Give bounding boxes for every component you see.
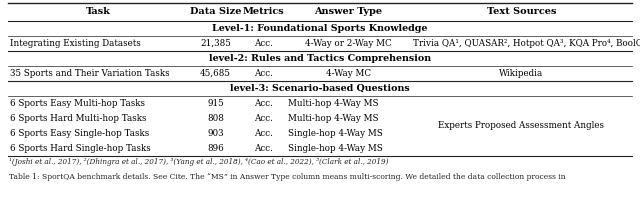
- Text: Experts Proposed Assessment Angles: Experts Proposed Assessment Angles: [438, 121, 604, 131]
- Text: 896: 896: [207, 144, 224, 153]
- Text: 21,385: 21,385: [200, 39, 231, 48]
- Text: Text Sources: Text Sources: [486, 8, 556, 17]
- Text: level-3: Scenario-based Questions: level-3: Scenario-based Questions: [230, 84, 410, 93]
- Text: Integrating Existing Datasets: Integrating Existing Datasets: [10, 39, 141, 48]
- Text: Task: Task: [86, 8, 111, 17]
- Text: level-2: Rules and Tactics Comprehension: level-2: Rules and Tactics Comprehension: [209, 54, 431, 63]
- Text: Acc.: Acc.: [254, 144, 273, 153]
- Text: Single-hop 4-Way MS: Single-hop 4-Way MS: [288, 129, 383, 138]
- Text: Acc.: Acc.: [254, 99, 273, 108]
- Text: 915: 915: [207, 99, 224, 108]
- Text: Acc.: Acc.: [254, 39, 273, 48]
- Text: Multi-hop 4-Way MS: Multi-hop 4-Way MS: [288, 114, 379, 123]
- Text: Metrics: Metrics: [243, 8, 285, 17]
- Text: Acc.: Acc.: [254, 114, 273, 123]
- Text: 4-Way or 2-Way MC: 4-Way or 2-Way MC: [305, 39, 392, 48]
- Text: 4-Way MC: 4-Way MC: [326, 69, 371, 78]
- Text: ¹(Joshi et al., 2017), ²(Dhingra et al., 2017), ³(Yang et al., 2018), ⁴(Cao et a: ¹(Joshi et al., 2017), ²(Dhingra et al.,…: [9, 158, 388, 166]
- Text: Single-hop 4-Way MS: Single-hop 4-Way MS: [288, 144, 383, 153]
- Text: 903: 903: [207, 129, 224, 138]
- Text: Acc.: Acc.: [254, 129, 273, 138]
- Text: Answer Type: Answer Type: [314, 8, 382, 17]
- Text: 35 Sports and Their Variation Tasks: 35 Sports and Their Variation Tasks: [10, 69, 170, 78]
- Text: 45,685: 45,685: [200, 69, 231, 78]
- Text: 6 Sports Hard Multi-hop Tasks: 6 Sports Hard Multi-hop Tasks: [10, 114, 147, 123]
- Text: Acc.: Acc.: [254, 69, 273, 78]
- Text: Data Size: Data Size: [189, 8, 241, 17]
- Text: 6 Sports Easy Single-hop Tasks: 6 Sports Easy Single-hop Tasks: [10, 129, 150, 138]
- Text: 6 Sports Easy Multi-hop Tasks: 6 Sports Easy Multi-hop Tasks: [10, 99, 145, 108]
- Text: Trivia QA¹, QUASAR², Hotpot QA³, KQA Pro⁴, BoolQ⁵: Trivia QA¹, QUASAR², Hotpot QA³, KQA Pro…: [413, 39, 640, 48]
- Text: Wikipedia: Wikipedia: [499, 69, 543, 78]
- Text: 808: 808: [207, 114, 224, 123]
- Text: 6 Sports Hard Single-hop Tasks: 6 Sports Hard Single-hop Tasks: [10, 144, 151, 153]
- Text: Table 1: SportQA benchmark details. See Cite. The “MS” in Answer Type column mea: Table 1: SportQA benchmark details. See …: [9, 173, 566, 181]
- Text: Multi-hop 4-Way MS: Multi-hop 4-Way MS: [288, 99, 379, 108]
- Text: Level-1: Foundational Sports Knowledge: Level-1: Foundational Sports Knowledge: [212, 24, 428, 33]
